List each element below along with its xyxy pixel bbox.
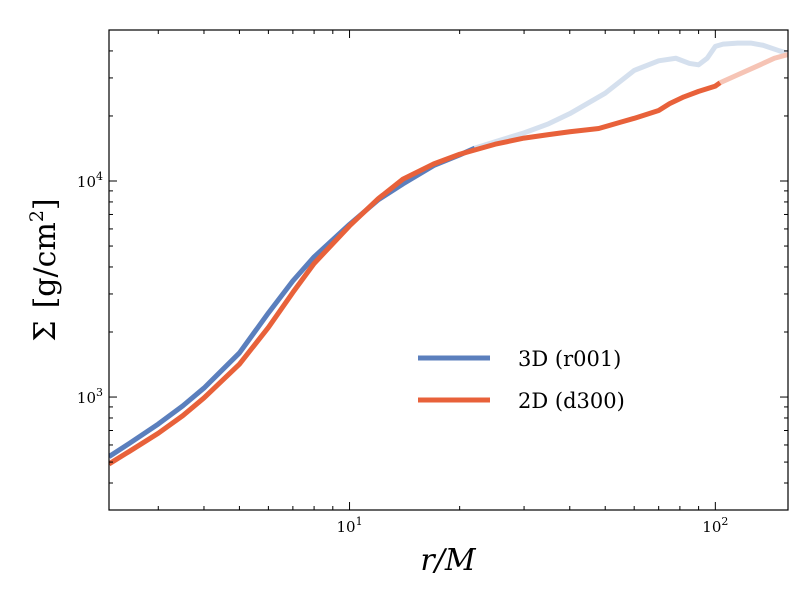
series-1-faded-line: [717, 52, 788, 86]
x-tick-label: 101: [336, 515, 362, 536]
x-tick-label-exp: 1: [356, 515, 363, 528]
plot-background: [109, 30, 788, 510]
plot-frame: [108, 29, 789, 511]
y-tick-label-exp: 4: [96, 170, 103, 183]
legend-label-3d: 3D (r001): [518, 347, 621, 371]
x-tick-label-base: 10: [336, 518, 355, 536]
series-1-line: [109, 80, 722, 467]
x-tick-label-base: 10: [702, 518, 721, 536]
legend: 3D (r001) 2D (d300): [418, 347, 625, 413]
series-layer: [109, 40, 788, 467]
x-tick-label-exp: 2: [721, 515, 728, 528]
series-0-faded-line: [472, 40, 788, 151]
y-tick-label: 104: [77, 170, 103, 191]
x-axis-label: r/M: [420, 543, 476, 578]
y-axis-label: Σ[g/cm2]: [26, 198, 63, 341]
y-tick-label-base: 10: [77, 173, 96, 191]
legend-label-2d: 2D (d300): [518, 389, 625, 413]
x-tick-label: 102: [702, 515, 728, 536]
y-tick-label-exp: 3: [96, 386, 103, 399]
y-tick-label-base: 10: [77, 389, 96, 407]
y-tick-label: 103: [77, 386, 103, 407]
